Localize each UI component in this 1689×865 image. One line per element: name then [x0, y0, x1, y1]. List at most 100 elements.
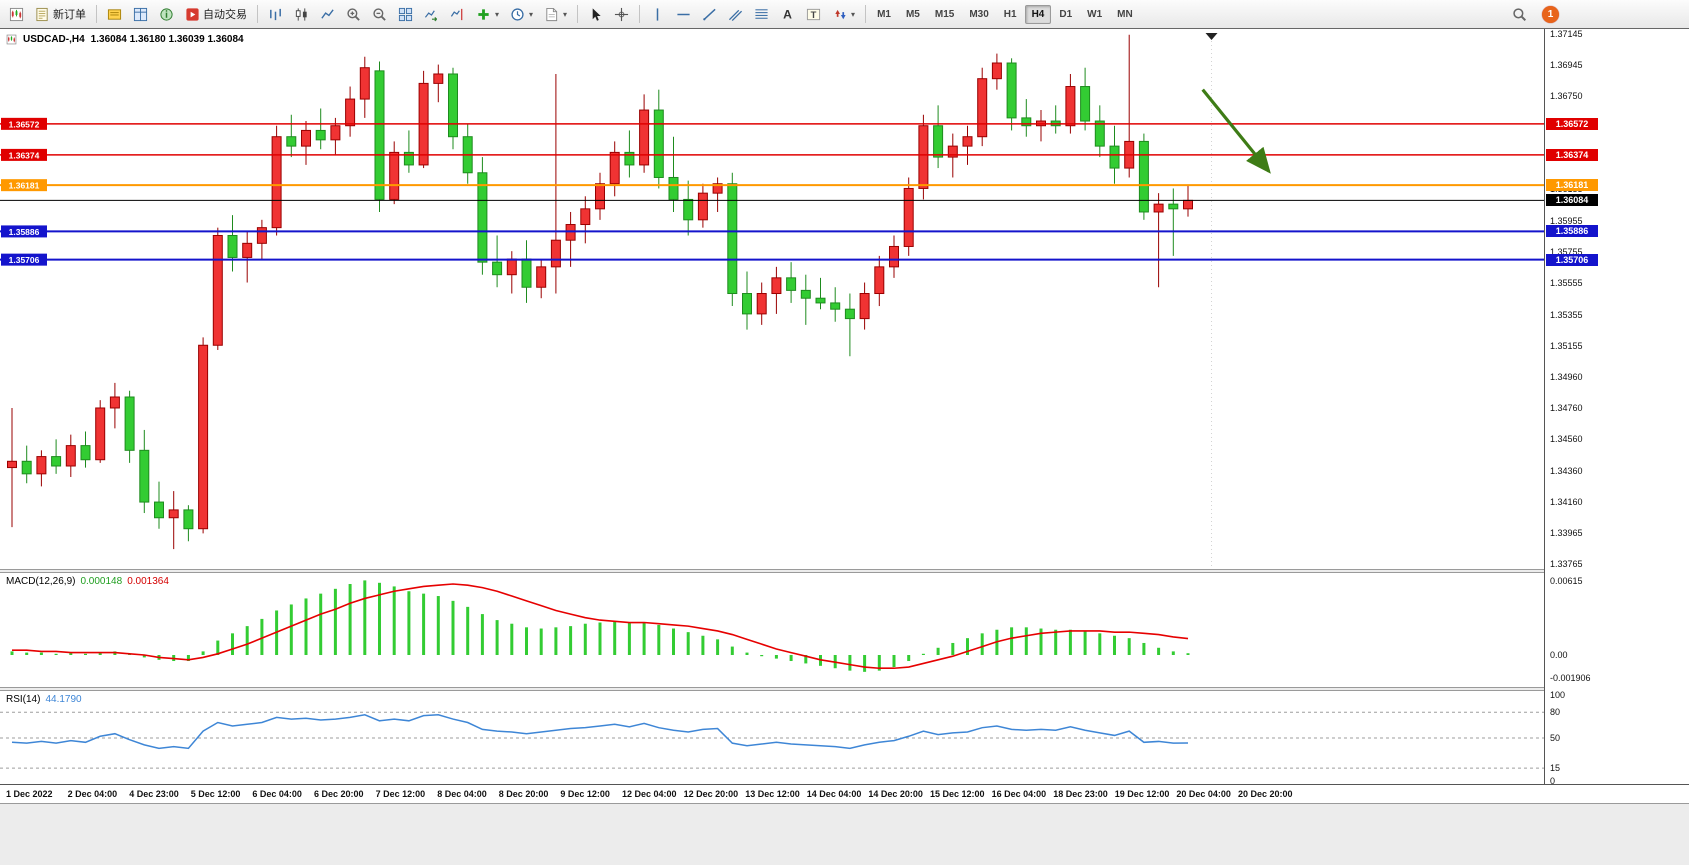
time-axis-label: 9 Dec 12:00: [560, 789, 610, 799]
new-chart-button[interactable]: [4, 2, 29, 26]
bars-icon: [268, 7, 283, 22]
price-axis-label: 1.34960: [1550, 371, 1583, 382]
price-line-badge: 1.35886: [1546, 225, 1598, 238]
panel-separator[interactable]: [0, 687, 1689, 691]
horizontal-line-object[interactable]: 1.36374: [0, 148, 1544, 161]
zoom-out-icon: [372, 7, 387, 22]
chart-symbol-period: USDCAD-,H4: [23, 34, 85, 45]
tile-windows-button[interactable]: [393, 2, 418, 26]
vertical-line-button[interactable]: [645, 2, 670, 26]
channel-icon: [728, 7, 743, 22]
autoscroll-icon: [424, 7, 439, 22]
dropdown-caret-icon: ▾: [563, 9, 568, 19]
rsi-axis-label: 0: [1550, 776, 1556, 786]
time-axis-label: 14 Dec 04:00: [806, 789, 862, 799]
macd-value-main: 0.000148: [80, 576, 123, 587]
horizontal-line-object[interactable]: 1.36181: [0, 179, 1544, 192]
cursor-button[interactable]: [583, 2, 608, 26]
timeframe-h1-button[interactable]: H1: [1003, 8, 1017, 20]
price-axis-label: 1.34760: [1550, 402, 1583, 413]
shift-icon: [450, 7, 465, 22]
price-axis-label: 1.34560: [1550, 434, 1583, 445]
horizontal-line-object[interactable]: 1.36572: [0, 117, 1544, 130]
time-axis-label: 2 Dec 04:00: [67, 789, 118, 799]
macd-axis-label: -0.001906: [1550, 672, 1591, 683]
profiles-button[interactable]: [102, 2, 127, 26]
autotrading-button-label: 自动交易: [203, 9, 247, 21]
indicators-button[interactable]: ▾: [471, 2, 504, 26]
time-axis-label: 20 Dec 04:00: [1176, 789, 1231, 799]
macd-title: MACD(12,26,9): [6, 576, 76, 587]
rsi-label: RSI(14) 44.1790: [6, 694, 82, 705]
time-axis-label: 6 Dec 04:00: [252, 789, 302, 799]
rsi-panel[interactable]: [0, 691, 1544, 784]
search-button[interactable]: [1507, 2, 1532, 26]
macd-panel[interactable]: [0, 573, 1544, 687]
toolbar-right: 1: [1507, 2, 1559, 26]
price-axis-label: 1.35955: [1550, 215, 1583, 226]
line-chart-icon: [320, 7, 335, 22]
macd-signal-line: [12, 583, 1189, 670]
panel-separator[interactable]: [0, 569, 1689, 573]
candles: [7, 34, 1193, 550]
crosshair-icon: [614, 7, 629, 22]
timeframe-m1-button[interactable]: M1: [877, 8, 891, 20]
timeframe-d1-button[interactable]: D1: [1059, 8, 1073, 20]
order-form-icon: [35, 7, 50, 22]
svg-text:1.35886: 1.35886: [9, 227, 40, 237]
time-axis[interactable]: 1 Dec 2022 2 Dec 04:00 4 Dec 23:00 5 Dec 12…: [0, 784, 1689, 803]
chart-shift-button[interactable]: [445, 2, 470, 26]
time-axis-label: 12 Dec 20:00: [683, 789, 739, 799]
price-axis[interactable]: 1.371451.369451.367501.365501.363551.361…: [1544, 29, 1689, 786]
autotrade-icon: [185, 7, 200, 22]
horizontal-line-button[interactable]: [671, 2, 696, 26]
templates-button[interactable]: ▾: [539, 2, 572, 26]
timeframe-w1-button[interactable]: W1: [1087, 8, 1103, 20]
svg-text:A: A: [783, 7, 792, 21]
line-chart-button[interactable]: [315, 2, 340, 26]
crosshair-button[interactable]: [609, 2, 634, 26]
rsi-title: RSI(14): [6, 694, 41, 705]
horizontal-line-object[interactable]: 1.35706: [0, 253, 1544, 266]
fibonacci-button[interactable]: [749, 2, 774, 26]
timeframe-m15-button[interactable]: M15: [934, 8, 955, 20]
auto-scroll-button[interactable]: [419, 2, 444, 26]
rsi-line: [11, 714, 1189, 750]
arrows-button[interactable]: ▾: [827, 2, 860, 26]
text-a-icon: A: [780, 7, 795, 22]
trendline-button[interactable]: [697, 2, 722, 26]
fibo-icon: [754, 7, 769, 22]
chart-shift-marker[interactable]: [1205, 33, 1218, 40]
market-watch-button[interactable]: [128, 2, 153, 26]
channel-button[interactable]: [723, 2, 748, 26]
timeframe-mn-button[interactable]: MN: [1117, 8, 1133, 20]
periods-button[interactable]: ▾: [505, 2, 538, 26]
bar-chart-button[interactable]: [263, 2, 288, 26]
new-order-button[interactable]: 新订单: [30, 2, 91, 26]
toolbar-separator: [577, 5, 579, 23]
label-button[interactable]: T: [801, 2, 826, 26]
notification-badge[interactable]: 1: [1542, 5, 1559, 23]
timeframe-m30-button[interactable]: M30: [969, 8, 989, 20]
text-t-icon: T: [806, 7, 821, 22]
chart-area[interactable]: 1.36572 1.36374 1.36181 1.35886 1.35706 USDC…: [0, 28, 1689, 804]
time-axis-label: 19 Dec 12:00: [1114, 789, 1170, 799]
zoom-in-button[interactable]: [341, 2, 366, 26]
hline-icon: [676, 7, 691, 22]
timeframe-h4-button[interactable]: H4: [1024, 4, 1052, 24]
price-line-badge: 1.36572: [1546, 117, 1598, 130]
arrow-annotation[interactable]: [1201, 88, 1271, 174]
price-axis-label: 1.34160: [1550, 497, 1583, 508]
horizontal-line-object[interactable]: 1.35886: [0, 225, 1544, 238]
main-chart[interactable]: 1.36572 1.36374 1.36181 1.35886 1.35706: [0, 31, 1544, 569]
toolbar-separator: [257, 5, 258, 23]
candlestick-chart-button[interactable]: [289, 2, 314, 26]
zoom-out-button[interactable]: [367, 2, 392, 26]
timeframe-m5-button[interactable]: M5: [905, 8, 920, 20]
chart-ohlc: 1.36084 1.36180 1.36039 1.36084: [90, 34, 244, 45]
trendline-icon: [702, 7, 717, 22]
autotrading-button[interactable]: 自动交易: [180, 2, 252, 26]
text-button[interactable]: A: [775, 2, 800, 26]
price-axis-label: 1.36750: [1550, 90, 1583, 101]
data-window-button[interactable]: [154, 2, 179, 26]
